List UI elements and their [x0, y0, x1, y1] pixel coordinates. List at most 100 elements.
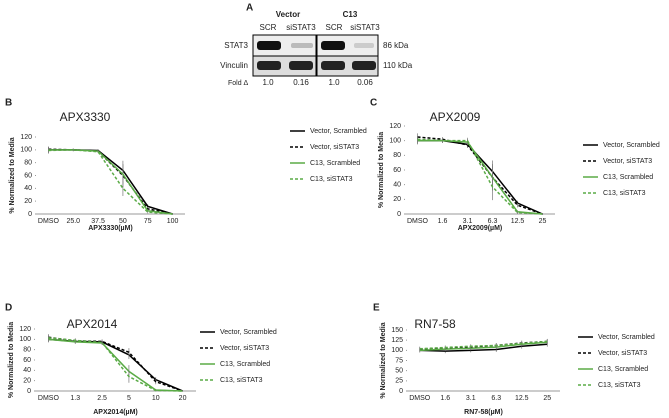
series-line [48, 338, 183, 392]
y-axis-label: % Normalized to Media [378, 132, 385, 208]
series-line [419, 343, 548, 352]
chart-title: APX2009 [430, 110, 481, 124]
x-tick-label: 25 [543, 395, 551, 402]
series-line [48, 149, 173, 215]
x-tick-label: 25 [539, 218, 547, 225]
y-tick-label: 0 [28, 211, 32, 218]
y-tick-label: 20 [393, 196, 401, 203]
group-label: C13 [343, 10, 358, 19]
y-tick-label: 50 [395, 368, 403, 375]
x-tick-label: 6.3 [491, 395, 501, 402]
x-axis-label: APX2009(µM) [458, 225, 503, 232]
y-tick-label: 40 [23, 367, 31, 374]
x-tick-label: 37.5 [91, 218, 105, 225]
x-tick-label: 3.1 [466, 395, 476, 402]
series-line [417, 138, 543, 215]
series-line [48, 337, 183, 392]
legend-label: C13, siSTAT3 [310, 176, 353, 183]
y-tick-label: 150 [391, 327, 403, 334]
y-tick-label: 0 [397, 211, 401, 218]
panel-label: E [373, 303, 380, 314]
y-tick-label: 120 [389, 123, 401, 130]
legend-label: C13, Scrambled [220, 361, 270, 368]
y-tick-label: 60 [24, 172, 32, 179]
chart-title: APX2014 [67, 317, 118, 331]
x-tick-label: 75 [144, 218, 152, 225]
blot-image [252, 34, 379, 77]
x-tick-label: DMSO [407, 218, 429, 225]
x-tick-label: 12.5 [515, 395, 529, 402]
y-axis-label: % Normalized to Media [9, 137, 16, 213]
legend-label: Vector, Scrambled [310, 128, 367, 135]
x-tick-label: 5 [127, 395, 131, 402]
legend-label: C13, Scrambled [603, 174, 653, 181]
legend-label: C13, siSTAT3 [220, 377, 263, 384]
x-tick-label: 100 [167, 218, 179, 225]
y-tick-label: 120 [19, 326, 31, 333]
fold-value: 1.0 [328, 78, 340, 87]
legend-label: Vector, Scrambled [598, 334, 655, 341]
series-line [417, 139, 543, 215]
y-axis-label: % Normalized to Media [8, 322, 15, 398]
legend-label: C13, siSTAT3 [603, 190, 646, 197]
y-tick-label: 20 [23, 378, 31, 385]
lane-label: siSTAT3 [350, 23, 380, 32]
y-tick-label: 100 [20, 147, 32, 154]
lane-label: SCR [326, 23, 343, 32]
legend-label: Vector, siSTAT3 [603, 158, 652, 165]
y-tick-label: 100 [391, 347, 403, 354]
x-tick-label: 10 [152, 395, 160, 402]
x-tick-label: 6.3 [488, 218, 498, 225]
x-tick-label: 20 [179, 395, 187, 402]
row-label: STAT3 [224, 41, 248, 50]
y-tick-label: 0 [399, 388, 403, 395]
y-tick-label: 60 [393, 167, 401, 174]
x-axis-label: RN7-58(µM) [464, 409, 503, 416]
x-tick-label: 1.3 [70, 395, 80, 402]
x-tick-label: 1.6 [440, 395, 450, 402]
y-tick-label: 25 [395, 378, 403, 385]
y-tick-label: 80 [23, 347, 31, 354]
x-tick-label: 12.5 [511, 218, 525, 225]
x-tick-label: DMSO [38, 218, 60, 225]
legend-label: Vector, siSTAT3 [310, 144, 359, 151]
x-tick-label: 3.1 [463, 218, 473, 225]
y-axis-label: % Normalized to Media [380, 322, 387, 398]
chart-title: RN7-58 [414, 317, 456, 331]
legend-label: Vector, Scrambled [220, 329, 277, 336]
y-tick-label: 125 [391, 337, 403, 344]
y-tick-label: 40 [24, 185, 32, 192]
y-tick-label: 20 [24, 198, 32, 205]
legend-label: Vector, siSTAT3 [598, 350, 647, 357]
x-tick-label: 1.6 [438, 218, 448, 225]
lane-label: SCR [260, 23, 277, 32]
series-line [48, 148, 173, 215]
legend-label: Vector, siSTAT3 [220, 345, 269, 352]
panel-label: D [5, 303, 12, 314]
y-tick-label: 40 [393, 182, 401, 189]
series-line [48, 149, 173, 215]
series-line [419, 340, 548, 350]
y-tick-label: 100 [19, 336, 31, 343]
y-tick-label: 120 [20, 134, 32, 141]
panel-label: A [246, 3, 253, 14]
x-tick-label: 25.0 [66, 218, 80, 225]
series-line [48, 149, 173, 215]
panel-label: C [370, 98, 377, 109]
size-label: 110 kDa [383, 61, 413, 70]
fold-value: 0.16 [293, 78, 309, 87]
chart-title: APX3330 [60, 110, 111, 124]
legend-label: C13, siSTAT3 [598, 382, 641, 389]
x-tick-label: 50 [119, 218, 127, 225]
x-tick-label: DMSO [38, 395, 60, 402]
size-label: 86 kDa [383, 41, 409, 50]
y-tick-label: 100 [389, 138, 401, 145]
panel-label: B [5, 98, 12, 109]
legend-label: Vector, Scrambled [603, 142, 660, 149]
series-line [419, 341, 548, 352]
group-label: Vector [276, 10, 300, 19]
series-line [417, 136, 543, 215]
x-axis-label: APX3330(µM) [88, 225, 133, 232]
fold-value: 0.06 [357, 78, 373, 87]
